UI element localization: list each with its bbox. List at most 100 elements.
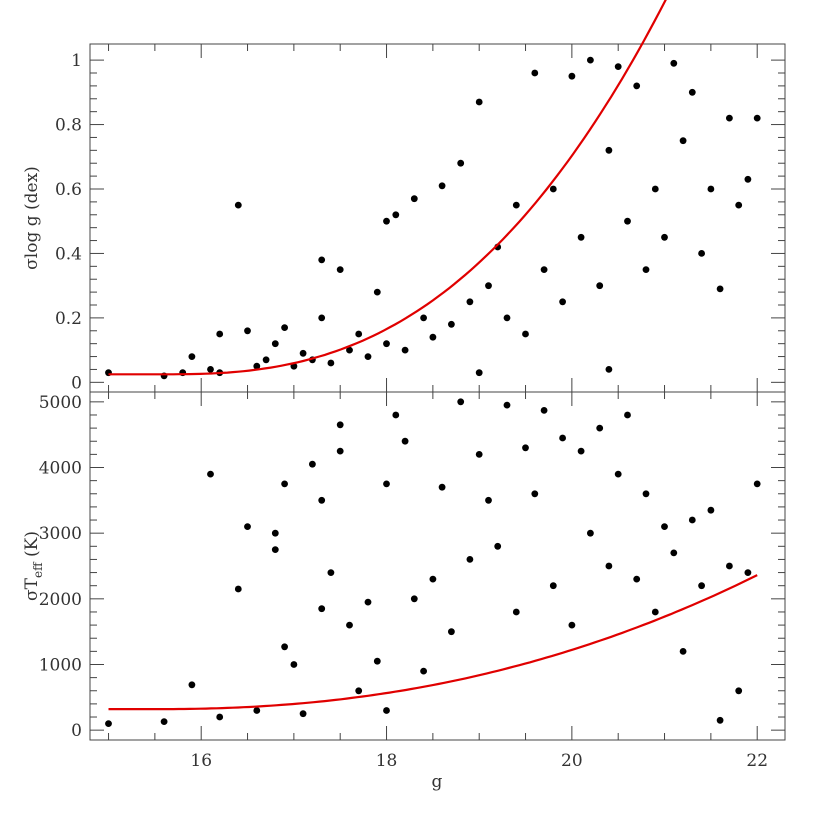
logg-data-point (614, 63, 622, 70)
teff-data-point (281, 643, 288, 651)
teff-data-point (559, 434, 566, 442)
logg-data-point (744, 175, 752, 183)
logg-data-point (364, 353, 372, 360)
teff-data-point (735, 687, 743, 695)
logg-data-point (383, 217, 390, 225)
teff-y-axis-label-sub: eff (31, 561, 45, 578)
teff-data-point (531, 490, 539, 498)
teff-y-tick-label: 4000 (39, 459, 82, 479)
teff-data-point (290, 661, 298, 668)
teff-data-point (549, 582, 557, 590)
logg-data-point (679, 137, 687, 145)
teff-y-axis-label: σTeff (K) (22, 531, 45, 601)
teff-data-point (234, 585, 242, 593)
logg-data-point (753, 114, 761, 122)
logg-data-point (346, 346, 353, 354)
teff-data-point (318, 605, 326, 613)
logg-data-point (318, 314, 326, 322)
logg-panel: 0 0.2 0.4 0.6 0.8 1 σlog g (dex) (22, 0, 786, 393)
logg-data-point (642, 266, 650, 273)
teff-data-point (392, 411, 400, 419)
teff-data-point (188, 681, 196, 689)
logg-data-point (271, 340, 279, 348)
teff-data-point (336, 447, 344, 455)
teff-y-tick-label: 2000 (39, 590, 82, 610)
teff-data-point (540, 407, 548, 414)
teff-data-point (707, 506, 715, 514)
logg-data-point (336, 266, 344, 273)
logg-data-point (559, 298, 566, 306)
teff-data-point (364, 598, 372, 606)
logg-data-point (735, 201, 743, 209)
logg-y-tick-label: 0.4 (55, 244, 82, 264)
teff-data-point (568, 621, 576, 629)
logg-data-point (522, 330, 529, 338)
teff-data-point (475, 451, 483, 458)
x-tick-label: 16 (190, 751, 212, 771)
logg-data-point (216, 330, 224, 338)
logg-y-axis-label: σlog g (dex) (22, 166, 42, 270)
teff-data-point (327, 569, 335, 576)
logg-data-point (716, 285, 724, 293)
logg-data-point (605, 146, 613, 154)
logg-data-point (253, 362, 261, 370)
logg-data-point (549, 185, 557, 193)
logg-data-point (392, 211, 400, 219)
teff-data-point (457, 398, 465, 406)
teff-data-point (744, 569, 752, 576)
teff-data-point (383, 480, 390, 488)
logg-data-point (234, 201, 242, 209)
teff-data-point (429, 575, 437, 583)
logg-fit-curve (108, 0, 667, 376)
teff-data-point (753, 480, 761, 488)
logg-data-point (540, 266, 548, 273)
teff-data-point (410, 595, 418, 603)
teff-data-point (253, 707, 261, 714)
teff-data-point (624, 411, 631, 419)
logg-data-point (726, 114, 733, 122)
teff-data-point (605, 562, 613, 570)
teff-data-point (309, 460, 316, 468)
teff-data-point (346, 621, 353, 629)
logg-data-point (503, 314, 511, 322)
teff-y-tick-label: 5000 (39, 393, 82, 413)
logg-data-point (577, 233, 585, 241)
teff-y-tick-label: 3000 (39, 524, 82, 544)
logg-data-point (410, 195, 418, 203)
teff-x-ticks: 16 18 20 22 (108, 392, 768, 771)
logg-data-point (457, 159, 465, 167)
teff-data-point (299, 710, 307, 718)
teff-data-point (614, 470, 622, 478)
teff-data-point (661, 523, 668, 530)
teff-data-point (688, 516, 696, 524)
teff-data-point (438, 483, 446, 491)
teff-data-point (633, 575, 641, 583)
teff-panel-frame (89, 391, 786, 741)
logg-data-point (661, 233, 668, 241)
logg-y-tick-label: 0.8 (55, 116, 82, 136)
teff-data-point (105, 720, 112, 727)
teff-panel: 0 1000 2000 3000 4000 5000 16 18 20 22 σTeff (K) (22, 391, 786, 771)
logg-y-tick-label: 0 (71, 373, 82, 393)
logg-data-point (512, 201, 520, 209)
logg-points (105, 56, 761, 380)
teff-data-point (716, 716, 724, 724)
logg-data-point (327, 359, 335, 367)
logg-y-tick-label: 1 (71, 51, 82, 71)
logg-y-tick-label: 0.2 (55, 309, 82, 329)
teff-data-point (401, 437, 409, 445)
teff-y-axis-label-suffix: (K) (22, 531, 42, 562)
teff-data-point (271, 546, 279, 553)
logg-data-point (318, 256, 326, 264)
logg-data-point (207, 366, 214, 373)
logg-x-ticks (108, 44, 758, 392)
logg-data-point (531, 69, 539, 77)
teff-data-point (642, 490, 650, 498)
teff-data-point (216, 713, 224, 721)
x-tick-label: 18 (376, 751, 398, 771)
logg-data-point (475, 98, 483, 106)
logg-data-point (448, 320, 455, 328)
teff-data-point (336, 421, 344, 429)
teff-data-point (522, 444, 529, 452)
logg-data-point (355, 330, 363, 338)
